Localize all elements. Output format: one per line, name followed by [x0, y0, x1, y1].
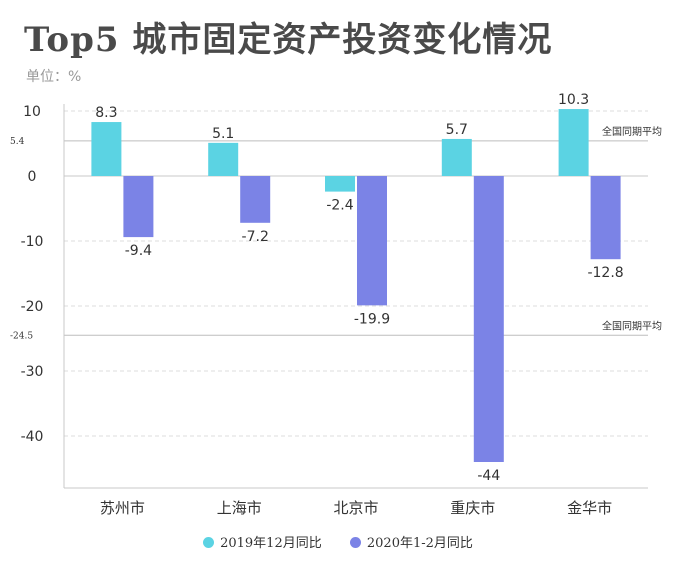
- x-tick-label: 重庆市: [450, 499, 495, 517]
- legend-marker-series-2: [349, 537, 361, 548]
- data-label: -44: [477, 468, 500, 484]
- data-label: 8.3: [95, 105, 117, 121]
- y-tick-label: 10: [23, 104, 41, 120]
- bar-series-1: [558, 109, 589, 176]
- bar-chart: 5.4 全国同期平均 -24.5 全国同期平均 10 0 -10 -20 -30 -40 苏州市 上…: [10, 92, 662, 517]
- y-tick-label: 0: [28, 169, 37, 185]
- reference-lines: 5.4 全国同期平均 -24.5 全国同期平均: [10, 125, 662, 341]
- reference-line-label: 全国同期平均: [602, 125, 662, 138]
- x-tick-label: 金华市: [567, 499, 612, 517]
- y-tick-label: -40: [21, 429, 44, 445]
- bar-series-2: [123, 176, 154, 238]
- bars: [91, 109, 621, 462]
- data-label: -9.4: [125, 243, 152, 259]
- y-tick-label: -30: [21, 364, 44, 380]
- bar-series-2: [240, 176, 271, 223]
- legend-item-series-1[interactable]: 2019年12月同比: [203, 532, 322, 551]
- bar-series-2: [473, 176, 504, 462]
- bar-series-1: [91, 122, 122, 176]
- legend-label-series-2: 2020年1-2月同比: [366, 536, 473, 551]
- data-labels: 8.3 -9.4 5.1 -7.2 -2.4 -19.9 5.7 -44 10.3 -12.8: [95, 92, 623, 484]
- bar-series-2: [590, 176, 621, 260]
- bar-series-1: [441, 138, 472, 176]
- x-tick-label: 苏州市: [100, 499, 145, 517]
- data-label: -7.2: [242, 229, 269, 245]
- legend-marker-series-1: [203, 537, 215, 548]
- bar-series-1: [325, 176, 355, 192]
- chart-title: Top5 城市固定资产投资变化情况: [24, 20, 553, 60]
- bar-series-2: [357, 176, 387, 306]
- legend-item-series-2[interactable]: 2020年1-2月同比: [349, 532, 473, 551]
- x-tick-label: 上海市: [217, 499, 262, 517]
- unit-label: 单位：%: [26, 69, 82, 85]
- bar-series-1: [208, 142, 239, 176]
- data-label: 5.1: [212, 126, 234, 142]
- data-label: 10.3: [558, 92, 589, 108]
- reference-line-value: 5.4: [10, 137, 25, 147]
- grid-layer: [64, 110, 648, 437]
- y-tick-label: -20: [21, 299, 44, 315]
- reference-line-label: 全国同期平均: [602, 319, 662, 332]
- axes: 10 0 -10 -20 -30 -40 苏州市 上海市 北京市 重庆市 金华市: [21, 104, 648, 517]
- reference-line-value: -24.5: [10, 331, 33, 341]
- x-tick-label: 北京市: [333, 499, 378, 517]
- data-label: -12.8: [587, 265, 623, 281]
- y-tick-label: -10: [21, 234, 44, 250]
- data-label: 5.7: [446, 122, 468, 138]
- legend-label-series-1: 2019年12月同比: [220, 536, 322, 551]
- data-label: -2.4: [326, 198, 353, 214]
- data-label: -19.9: [354, 311, 390, 327]
- legend: 2019年12月同比 2020年1-2月同比: [0, 532, 676, 551]
